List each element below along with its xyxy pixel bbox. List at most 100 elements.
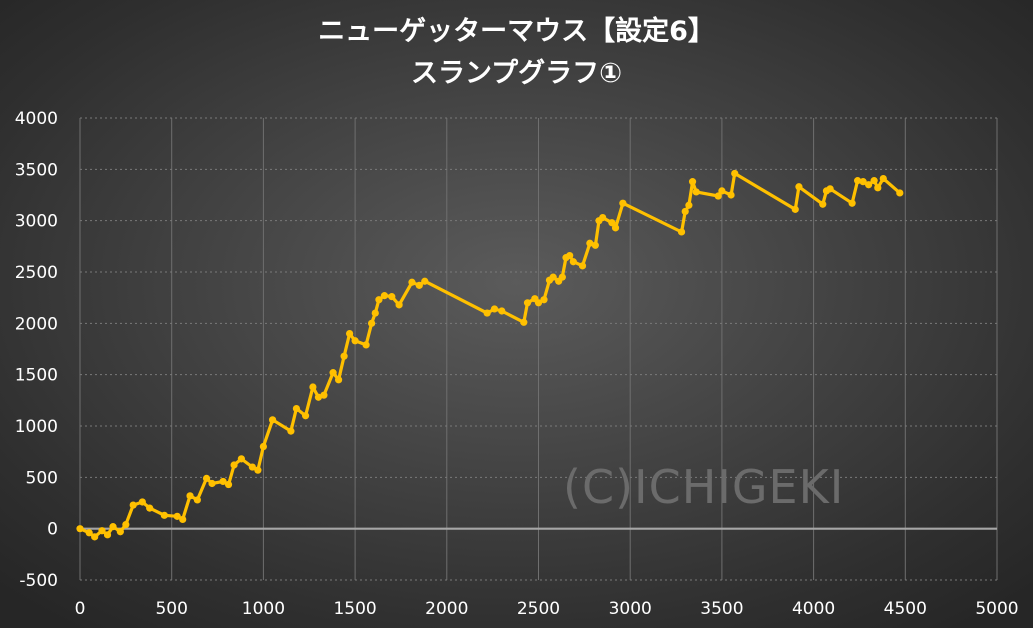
data-point <box>380 292 389 300</box>
x-tick-label: 4000 <box>792 599 835 619</box>
data-point <box>870 177 878 185</box>
data-point <box>375 296 383 304</box>
data-point <box>619 199 627 207</box>
data-point <box>309 383 317 391</box>
data-point <box>371 309 379 317</box>
data-point <box>681 207 689 216</box>
x-tick-label: 4500 <box>884 599 927 619</box>
x-tick-label: 1500 <box>333 599 376 619</box>
data-point <box>421 277 429 285</box>
data-point <box>314 393 323 401</box>
data-point <box>129 501 137 509</box>
data-point <box>819 200 827 208</box>
data-point <box>103 531 112 539</box>
y-tick-label: 500 <box>26 468 58 488</box>
data-point <box>368 319 376 327</box>
data-point <box>219 477 227 486</box>
data-point <box>848 199 856 207</box>
y-tick-label: 1000 <box>15 417 58 437</box>
data-point <box>85 529 93 537</box>
data-point <box>415 281 423 289</box>
data-point <box>795 183 803 191</box>
data-point <box>237 455 245 463</box>
x-tick-label: 0 <box>75 599 86 619</box>
data-point <box>76 525 84 533</box>
data-point <box>224 480 233 489</box>
data-point <box>98 527 106 535</box>
data-point <box>91 533 99 541</box>
data-point <box>874 184 882 192</box>
data-point <box>160 511 168 519</box>
data-point <box>146 504 154 512</box>
data-point <box>351 337 359 345</box>
data-point <box>345 330 354 338</box>
x-tick-label: 2500 <box>517 599 560 619</box>
data-point <box>388 293 396 301</box>
y-tick-label: 0 <box>47 520 58 540</box>
data-point <box>116 528 124 536</box>
data-point <box>896 189 904 197</box>
y-tick-label: 4000 <box>15 109 58 129</box>
data-point <box>268 416 277 424</box>
data-point <box>540 296 548 304</box>
data-point <box>179 515 187 524</box>
data-point <box>854 177 862 185</box>
data-point <box>362 341 370 349</box>
data-point <box>523 299 532 307</box>
data-point <box>408 278 416 286</box>
data-point <box>292 404 301 413</box>
data-point <box>186 492 194 500</box>
x-tick-label: 1000 <box>242 599 285 619</box>
data-point <box>109 523 117 531</box>
data-point <box>569 258 577 266</box>
data-point <box>586 239 594 247</box>
data-point <box>791 205 799 213</box>
data-point <box>714 192 722 200</box>
data-point <box>611 224 620 232</box>
data-point <box>301 412 310 420</box>
data-point <box>718 187 726 195</box>
data-point <box>334 376 343 384</box>
data-point <box>230 461 238 469</box>
data-point <box>520 318 528 326</box>
data-point <box>208 479 216 488</box>
data-point <box>677 228 686 236</box>
data-point <box>340 352 348 360</box>
data-point <box>549 273 557 281</box>
x-tick-label: 2000 <box>425 599 468 619</box>
y-tick-label: 2500 <box>15 263 58 283</box>
data-point <box>591 241 599 249</box>
watermark-text: (C)ICHIGEKI <box>563 460 844 514</box>
data-point <box>534 299 543 307</box>
data-point <box>329 369 337 377</box>
data-point <box>259 442 267 451</box>
data-point <box>490 305 499 313</box>
chart-title-line-1: ニューゲッターマウス【設定6】 <box>318 16 715 47</box>
data-point <box>688 178 697 186</box>
y-tick-label: -500 <box>19 571 58 591</box>
data-point <box>731 169 739 178</box>
chart-title-line-2: スランプグラフ① <box>410 58 623 89</box>
data-point <box>202 474 211 482</box>
data-point <box>826 185 834 193</box>
data-point <box>727 191 735 199</box>
x-tick-label: 3500 <box>700 599 743 619</box>
data-point <box>685 201 693 209</box>
data-point <box>248 463 256 471</box>
data-point <box>193 496 201 504</box>
x-tick-label: 3000 <box>609 599 652 619</box>
data-point <box>558 273 566 281</box>
data-point <box>498 307 506 315</box>
data-point <box>395 301 403 309</box>
data-point <box>320 391 328 399</box>
x-tick-label: 5000 <box>975 599 1018 619</box>
data-point <box>173 512 181 520</box>
data-point <box>566 251 574 260</box>
data-point <box>578 262 587 270</box>
data-point <box>287 427 295 435</box>
data-point <box>122 520 130 529</box>
y-tick-label: 1500 <box>15 366 58 386</box>
data-point <box>254 466 262 474</box>
